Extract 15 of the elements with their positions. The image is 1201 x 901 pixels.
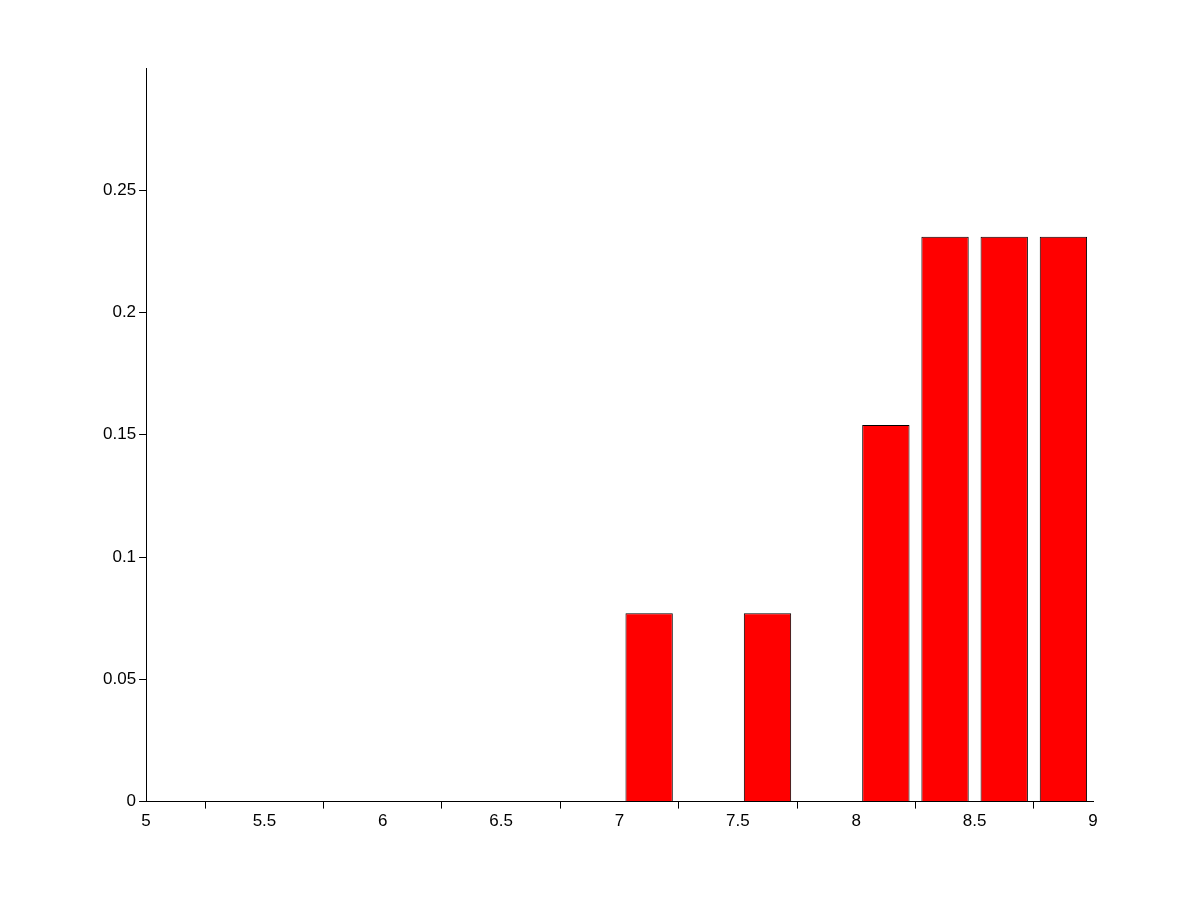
y-tick-label: 0.25 xyxy=(102,179,137,199)
x-tick-label: 9 xyxy=(1088,811,1098,831)
y-tick-label: 0 xyxy=(126,791,137,811)
y-tick-label: 0.15 xyxy=(102,424,137,444)
x-tick-label: 6 xyxy=(378,811,388,831)
x-tick-label: 7 xyxy=(614,811,625,831)
x-tick-label: 5 xyxy=(141,811,151,831)
x-tick-label: 8.5 xyxy=(962,811,987,831)
x-tick-label: 5.5 xyxy=(252,811,277,831)
y-tick-label: 0.2 xyxy=(112,302,137,322)
x-tick-label: 6.5 xyxy=(489,811,513,831)
x-tick-label: 7.5 xyxy=(726,811,750,831)
x-tick-label: 8 xyxy=(851,811,862,831)
y-tick-label: 0.1 xyxy=(112,546,137,566)
y-tick-label: 0.05 xyxy=(102,669,137,689)
